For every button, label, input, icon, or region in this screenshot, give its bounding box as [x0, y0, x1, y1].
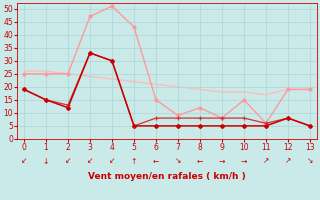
Text: ↙: ↙	[87, 157, 93, 166]
Text: ↗: ↗	[263, 157, 269, 166]
Text: ←: ←	[153, 157, 159, 166]
Text: ↓: ↓	[43, 157, 49, 166]
Text: ↘: ↘	[307, 157, 313, 166]
Text: ←: ←	[197, 157, 203, 166]
Text: ↘: ↘	[175, 157, 181, 166]
Text: ↑: ↑	[131, 157, 137, 166]
Text: →: →	[241, 157, 247, 166]
X-axis label: Vent moyen/en rafales ( km/h ): Vent moyen/en rafales ( km/h )	[88, 172, 246, 181]
Text: ↙: ↙	[109, 157, 115, 166]
Text: ↙: ↙	[21, 157, 27, 166]
Text: →: →	[219, 157, 225, 166]
Text: ↗: ↗	[285, 157, 291, 166]
Text: ↙: ↙	[65, 157, 71, 166]
